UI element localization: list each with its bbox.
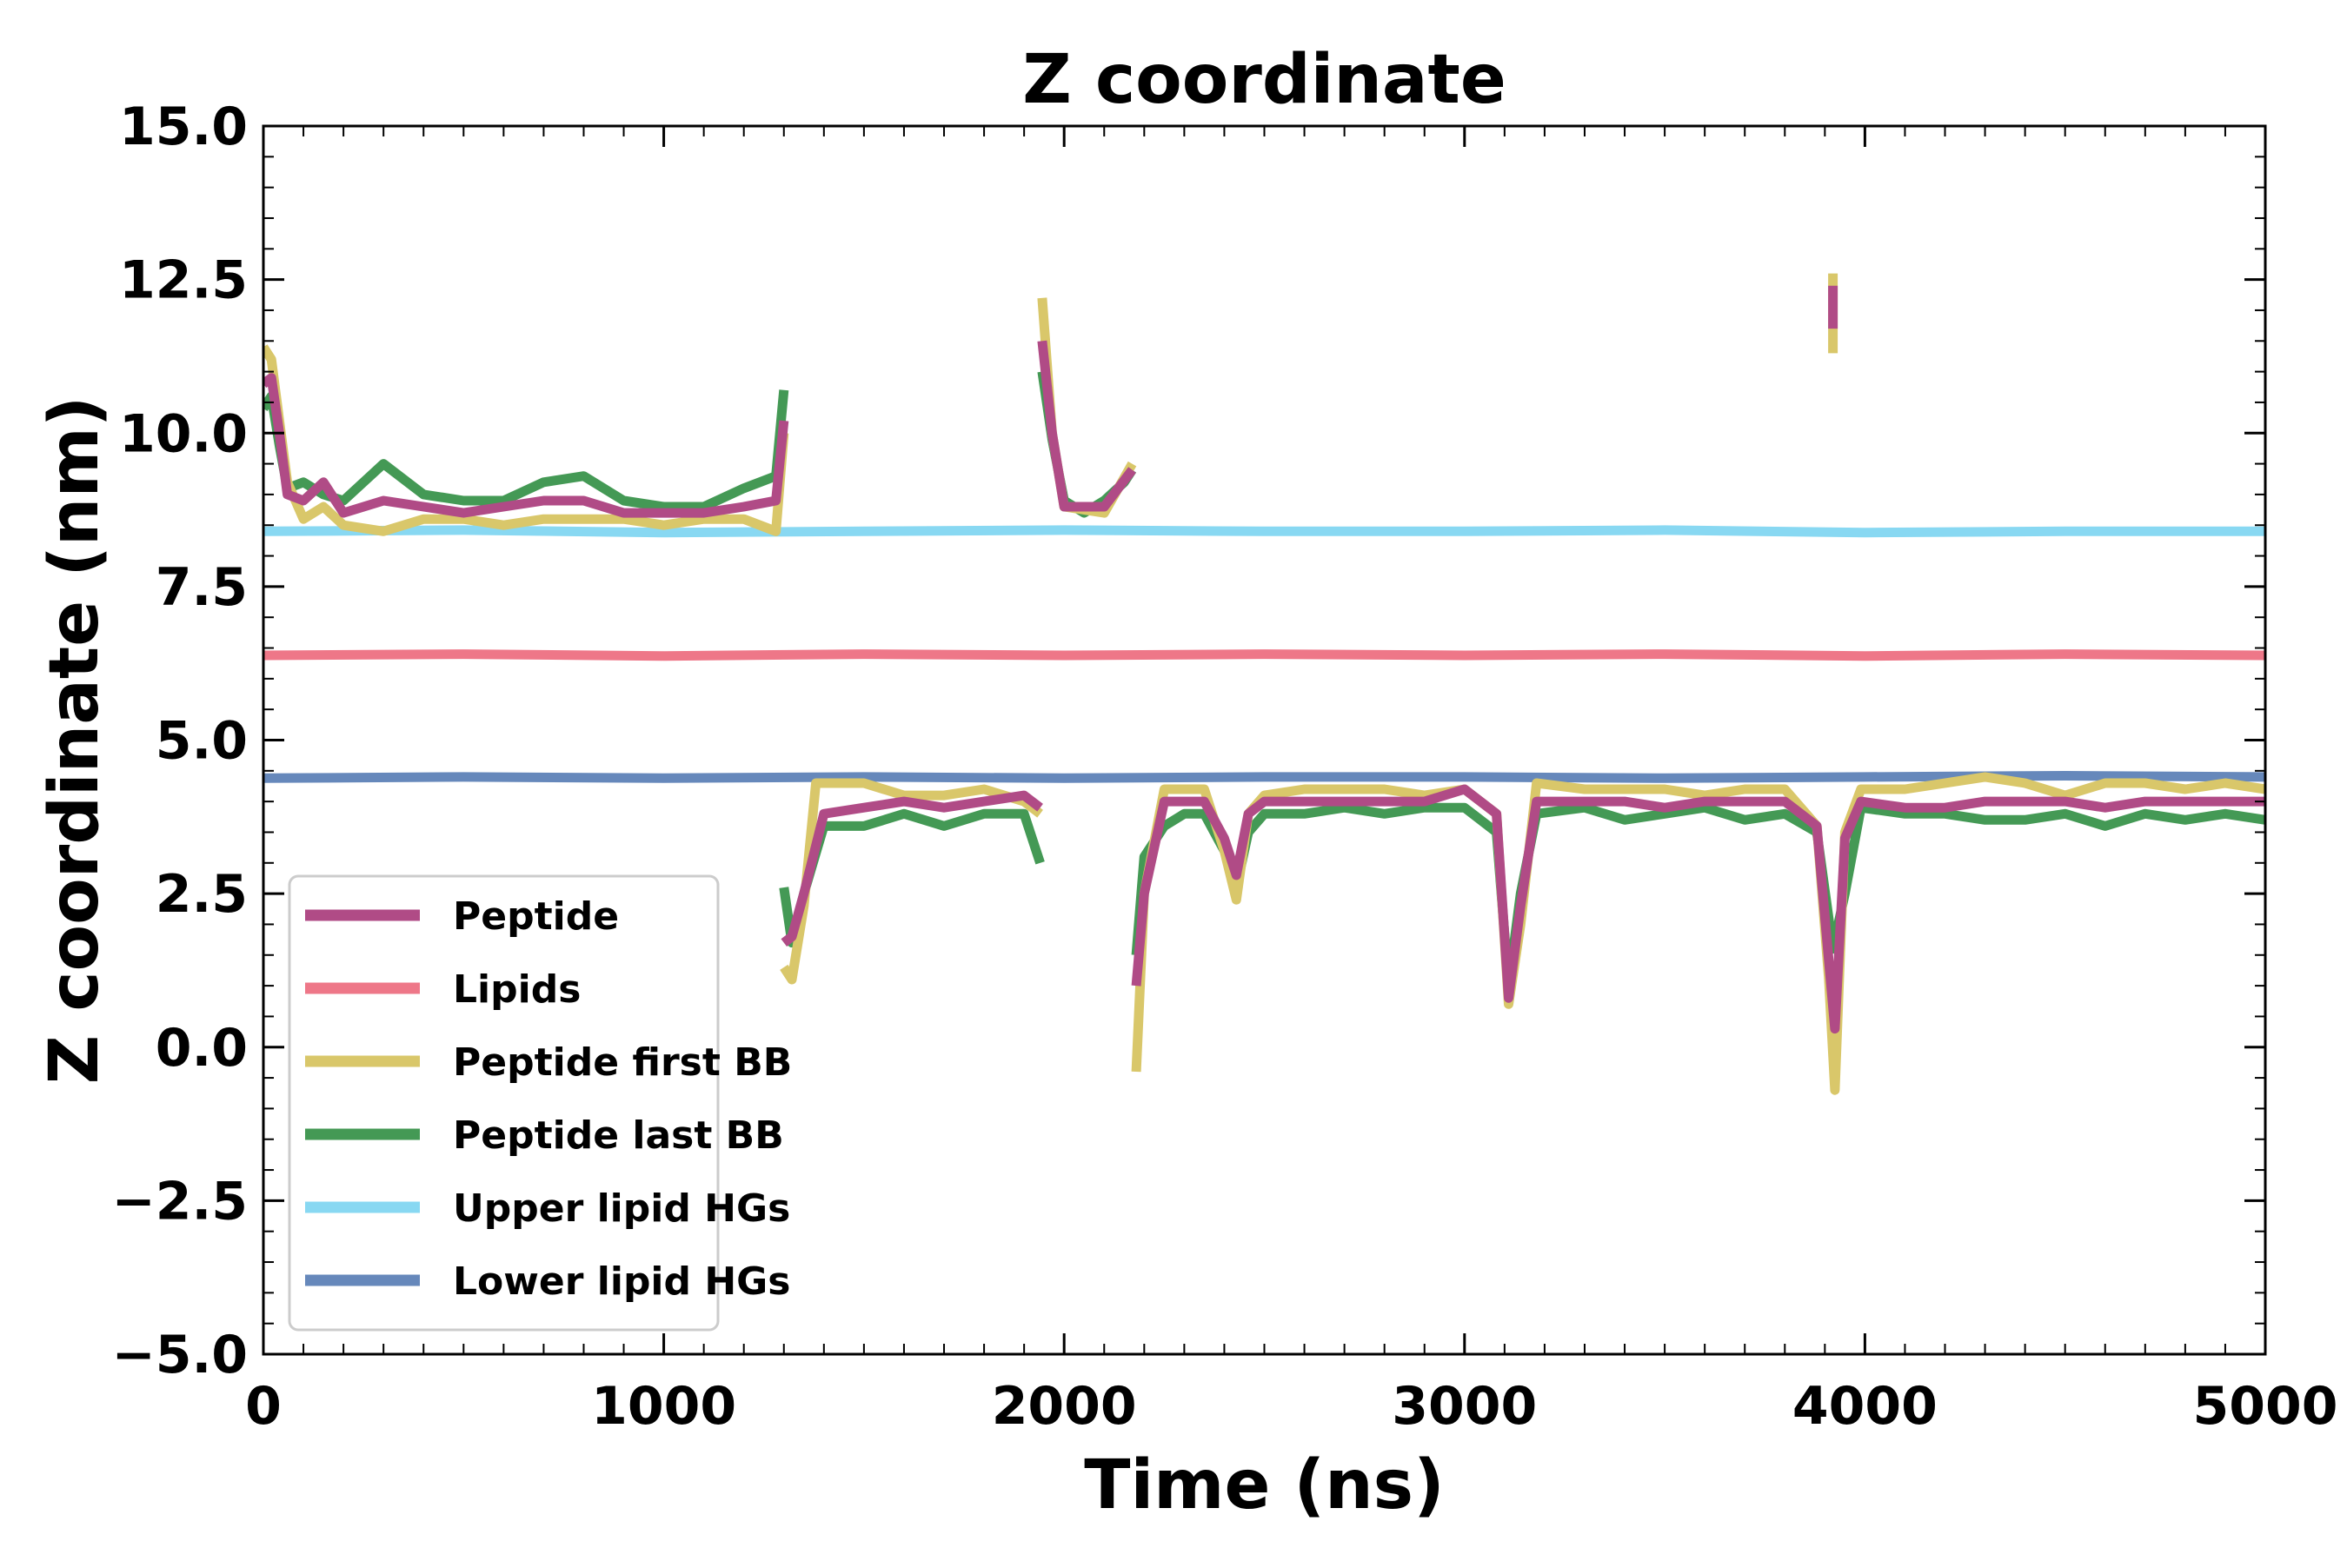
legend-label: Peptide last BB <box>453 1113 784 1158</box>
legend-label: Lower lipid HGs <box>453 1259 790 1304</box>
x-tick-label: 5000 <box>2193 1376 2338 1437</box>
x-tick-label: 1000 <box>591 1376 736 1437</box>
y-tick-label: 2.5 <box>156 864 248 925</box>
series-line-upper-lipid-hgs-segment-1 <box>263 525 2265 538</box>
legend-item-peptide-last-bb: Peptide last BB <box>305 1113 784 1158</box>
y-tick-label: −5.0 <box>111 1325 248 1385</box>
legend-label: Lipids <box>453 967 581 1012</box>
series-line-peptide-segment-2 <box>781 790 1043 947</box>
y-tick-label: 7.5 <box>156 557 248 618</box>
legend-item-lipids: Lipids <box>305 967 581 1012</box>
series-lower-lipid-hgs <box>263 771 2265 783</box>
y-tick-label: −2.5 <box>111 1171 248 1232</box>
legend-label: Upper lipid HGs <box>453 1186 790 1231</box>
x-tick-label: 4000 <box>1792 1376 1938 1437</box>
y-tick-label: 10.0 <box>119 403 248 464</box>
chart-title: Z coordinate <box>1022 41 1506 119</box>
series-line-peptide-segment-3 <box>1037 340 1136 512</box>
legend-label: Peptide <box>453 894 619 939</box>
x-tick-label: 3000 <box>1392 1376 1537 1437</box>
y-tick-label: 0.0 <box>156 1018 248 1079</box>
y-axis-label: Z coordinate (nm) <box>36 396 114 1085</box>
series-line-peptide-last-bb-segment-1 <box>263 389 789 512</box>
x-tick-label: 0 <box>245 1376 282 1437</box>
series-line-lipids-segment-1 <box>263 649 2265 661</box>
series-lipids <box>263 649 2265 661</box>
series-line-peptide-segment-4 <box>1131 784 2265 1034</box>
series-upper-lipid-hgs <box>263 525 2265 538</box>
y-tick-label: 5.0 <box>156 711 248 772</box>
legend: Peptide Lipids Peptide first BB Peptide las… <box>288 874 792 1332</box>
legend-item-upper-lipid-hgs: Upper lipid HGs <box>305 1186 790 1231</box>
labels-layer: Z coordinate Time (ns) Z coordinate (nm) <box>36 41 1506 1525</box>
series-line-lower-lipid-hgs-segment-1 <box>263 771 2265 783</box>
series-layer <box>263 273 2265 1095</box>
legend-item-peptide-first-bb: Peptide first BB <box>305 1040 792 1085</box>
x-tick-label: 2000 <box>992 1376 1137 1437</box>
legend-item-peptide: Peptide <box>305 894 619 939</box>
series-line-peptide-segment-1 <box>263 373 789 518</box>
series-peptide <box>263 285 2265 1034</box>
legend-item-lower-lipid-hgs: Lower lipid HGs <box>305 1259 790 1304</box>
x-axis-label: Time (ns) <box>1084 1446 1445 1525</box>
axes-layer: 0 1000 2000 3000 4000 5000 −5.0 −2.5 0.0 2.5 5.0 7.… <box>111 96 2337 1437</box>
y-tick-label: 12.5 <box>119 250 248 311</box>
y-tick-label: 15.0 <box>119 96 248 157</box>
legend-label: Peptide first BB <box>453 1040 792 1085</box>
series-line-peptide-last-bb-segment-4 <box>1131 802 2265 991</box>
